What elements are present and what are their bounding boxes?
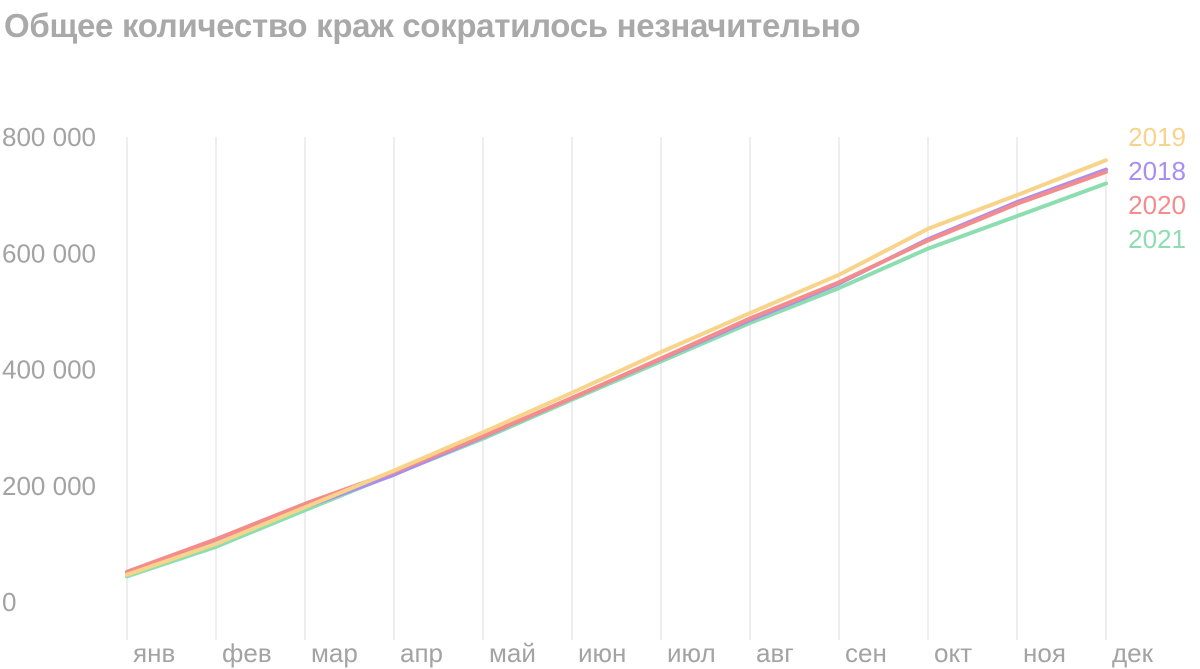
x-axis-ticks: янв фев мар апр май июн июл авг сен окт ноя дек (133, 638, 1154, 668)
grid-layer (126, 137, 1107, 640)
x-tick-label: ноя (1023, 638, 1066, 668)
legend: 2019 2018 2020 2021 (1128, 122, 1186, 254)
series-line-2019 (125, 158, 1108, 577)
x-tick-label: июн (578, 638, 626, 668)
x-tick-label: июл (667, 638, 716, 668)
y-axis-ticks: 0 200 000 400 000 600 000 800 000 (2, 122, 96, 617)
x-tick-label: сен (845, 638, 887, 668)
y-tick-label: 0 (2, 587, 16, 617)
x-tick-label: май (489, 638, 536, 668)
y-tick-label: 600 000 (2, 238, 96, 268)
legend-label-2021: 2021 (1128, 224, 1186, 254)
y-tick-label: 800 000 (2, 122, 96, 152)
x-tick-label: дек (1112, 638, 1154, 668)
series-line-2020 (125, 169, 1108, 574)
legend-label-2020: 2020 (1128, 190, 1186, 220)
legend-label-2019: 2019 (1128, 122, 1186, 152)
x-tick-label: авг (756, 638, 794, 668)
series-layer (125, 158, 1108, 579)
y-tick-label: 200 000 (2, 471, 96, 501)
x-tick-label: апр (400, 638, 443, 668)
x-tick-label: окт (934, 638, 972, 668)
x-tick-label: фев (222, 638, 272, 668)
legend-label-2018: 2018 (1128, 156, 1186, 186)
x-tick-label: янв (133, 638, 175, 668)
x-tick-label: мар (311, 638, 358, 668)
chart-title: Общее количество краж сократилось незнач… (4, 7, 861, 44)
y-tick-label: 400 000 (2, 355, 96, 385)
